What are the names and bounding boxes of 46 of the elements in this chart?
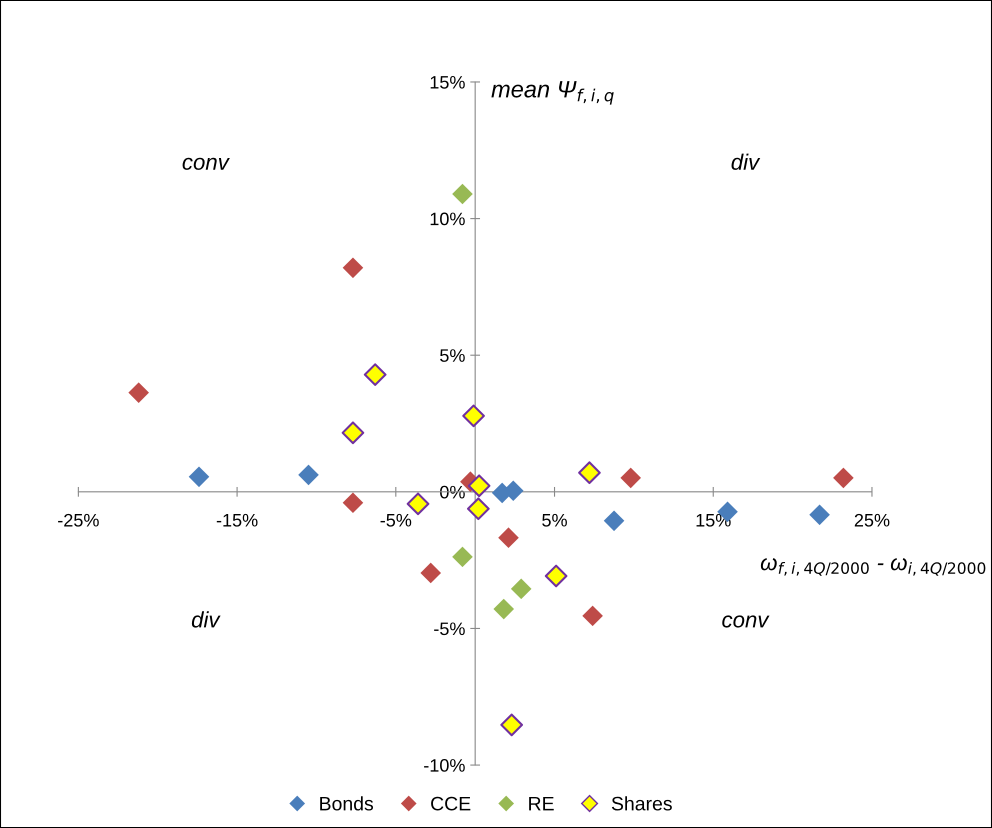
point <box>544 564 568 588</box>
point <box>298 464 319 486</box>
point <box>406 492 430 516</box>
point <box>620 468 642 488</box>
x-axis-title: ω$_{f,i,4Q/2000}$ - ω$_{i,4Q/2000}$ <box>760 558 986 576</box>
point <box>364 363 387 386</box>
point <box>582 606 603 626</box>
legend-label: Bonds <box>320 796 374 811</box>
point <box>188 466 210 488</box>
x-tick-label: 25% <box>854 514 890 527</box>
point <box>467 497 490 520</box>
point <box>510 578 532 600</box>
annotation: conv <box>722 615 770 628</box>
y-tick-label: 10% <box>430 212 465 226</box>
legend-label: RE <box>529 796 554 810</box>
y-tick-label: 15% <box>430 76 465 89</box>
y-tick-label: -5% <box>434 622 465 636</box>
annotation: div <box>192 611 221 628</box>
point <box>578 461 601 484</box>
point <box>342 421 364 444</box>
point <box>498 527 519 548</box>
y-tick-label: 0% <box>440 486 465 499</box>
point <box>452 546 473 568</box>
annotation: div <box>732 154 760 170</box>
point <box>809 504 830 526</box>
point <box>420 562 442 584</box>
point <box>500 714 524 736</box>
legend-label: Shares <box>612 796 672 811</box>
x-tick-label: -5% <box>380 514 412 527</box>
x-tick-label: 5% <box>542 514 567 527</box>
y-tick-label: 5% <box>440 349 465 362</box>
point <box>342 492 364 514</box>
y-tick-label: -10% <box>424 759 465 772</box>
point <box>604 510 624 532</box>
point <box>128 382 149 403</box>
point <box>462 404 485 428</box>
point <box>468 474 490 498</box>
legend-label: CCE <box>431 796 470 811</box>
point <box>342 257 364 278</box>
y-axis-title: mean Ψ$_{f,i,q}$ <box>491 81 614 105</box>
annotation: conv <box>182 158 230 170</box>
point <box>833 468 854 488</box>
point <box>452 184 473 204</box>
x-tick-label: -15% <box>216 514 258 527</box>
x-tick-label: -25% <box>58 514 99 527</box>
point <box>493 598 514 620</box>
